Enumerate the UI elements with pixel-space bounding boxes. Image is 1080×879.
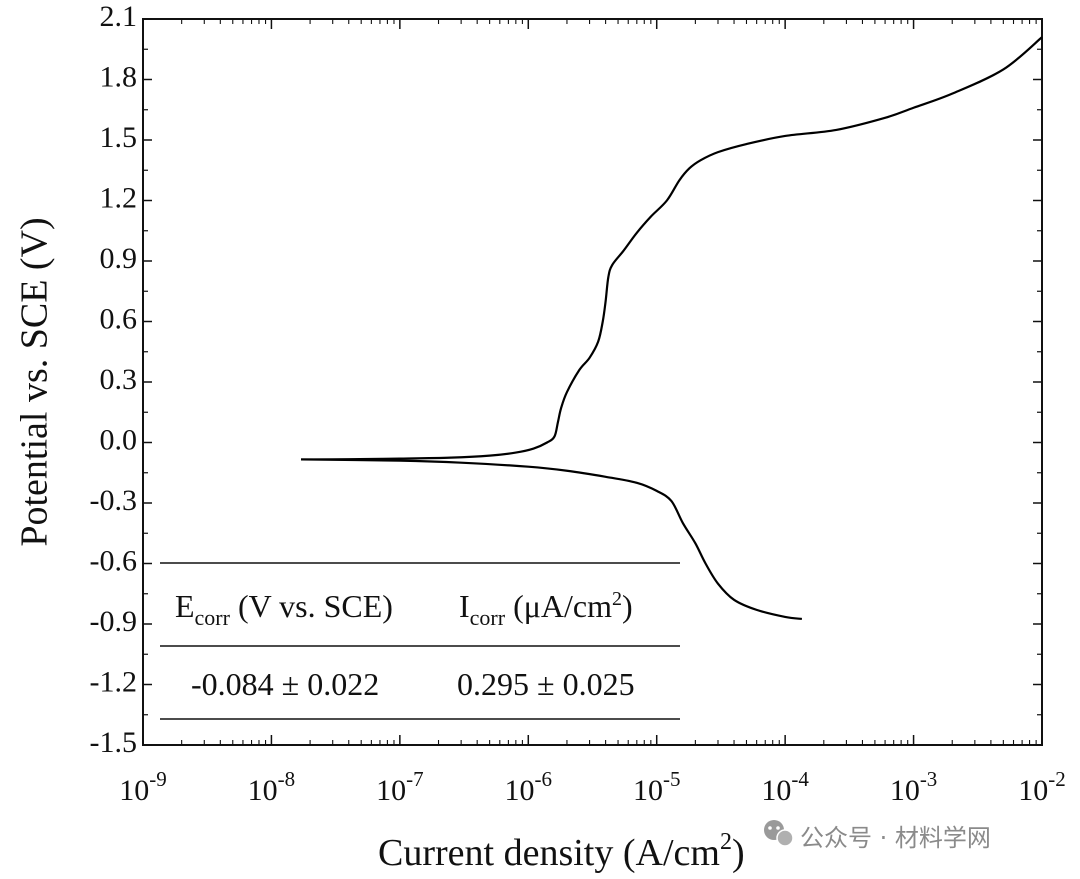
y-tick-label: 0.9 (100, 242, 138, 275)
polarization-curve-cathodic (301, 458, 803, 621)
corrosion-table: Ecorr (V vs. SCE) Icorr (μA/cm2) -0.084 … (160, 562, 680, 720)
wechat-icon (764, 820, 794, 847)
x-tick-label: 10-6 (505, 767, 553, 807)
watermark-text: 公众号 · 材料学网 (800, 824, 991, 852)
x-tick-label: 10-3 (890, 767, 938, 807)
y-tick-label: -1.5 (90, 726, 138, 759)
x-tick-label: 10-9 (119, 767, 167, 807)
y-tick-label: 0.3 (100, 363, 138, 396)
y-tick-label: 2.1 (100, 0, 138, 33)
x-tick-label: 10-4 (761, 767, 809, 807)
x-axis-ticks: 10-9 10-8 10-7 10-6 10-5 10-4 10-3 10-2 (119, 19, 1066, 807)
x-axis-title-sup: 2 (720, 829, 732, 855)
y-tick-label: 1.8 (100, 60, 138, 93)
plot-border (142, 18, 1043, 746)
x-tick-label: 10-5 (633, 767, 681, 807)
x-tick-label: 10-8 (248, 767, 296, 807)
y-axis-title: Potential vs. SCE (V) (14, 217, 56, 546)
table-value-ecorr: -0.084 ± 0.022 (191, 666, 379, 702)
y-tick-label: 1.5 (100, 121, 138, 154)
x-axis-title-main: Current density (A/cm (378, 832, 720, 874)
plot-frame (142, 18, 1043, 746)
y-tick-label: -0.3 (90, 484, 138, 517)
polarization-curve-anodic (301, 36, 1043, 461)
watermark: 公众号 · 材料学网 (764, 820, 991, 852)
y-tick-label: 1.2 (100, 181, 138, 214)
y-tick-label: -1.2 (90, 665, 138, 698)
x-axis-title-end: ) (732, 832, 745, 874)
y-axis-ticks: 2.1 1.8 1.5 1.2 0.9 0.6 0.3 0.0 -0.3 -0.6 -0.9 -1.2… (90, 0, 1042, 759)
table-header-ecorr: Ecorr (V vs. SCE) (175, 588, 393, 630)
x-tick-label: 10-2 (1018, 767, 1066, 807)
y-tick-label: -0.9 (90, 605, 138, 638)
y-tick-label: 0.6 (100, 302, 138, 335)
series-group (301, 36, 1043, 621)
x-tick-label: 10-7 (376, 767, 424, 807)
x-axis-title: Current density (A/cm2) (378, 829, 745, 874)
table-value-icorr: 0.295 ± 0.025 (457, 666, 635, 702)
y-tick-label: -0.6 (90, 544, 138, 577)
y-tick-label: 0.0 (100, 423, 138, 456)
table-header-icorr: Icorr (μA/cm2) (459, 588, 633, 630)
